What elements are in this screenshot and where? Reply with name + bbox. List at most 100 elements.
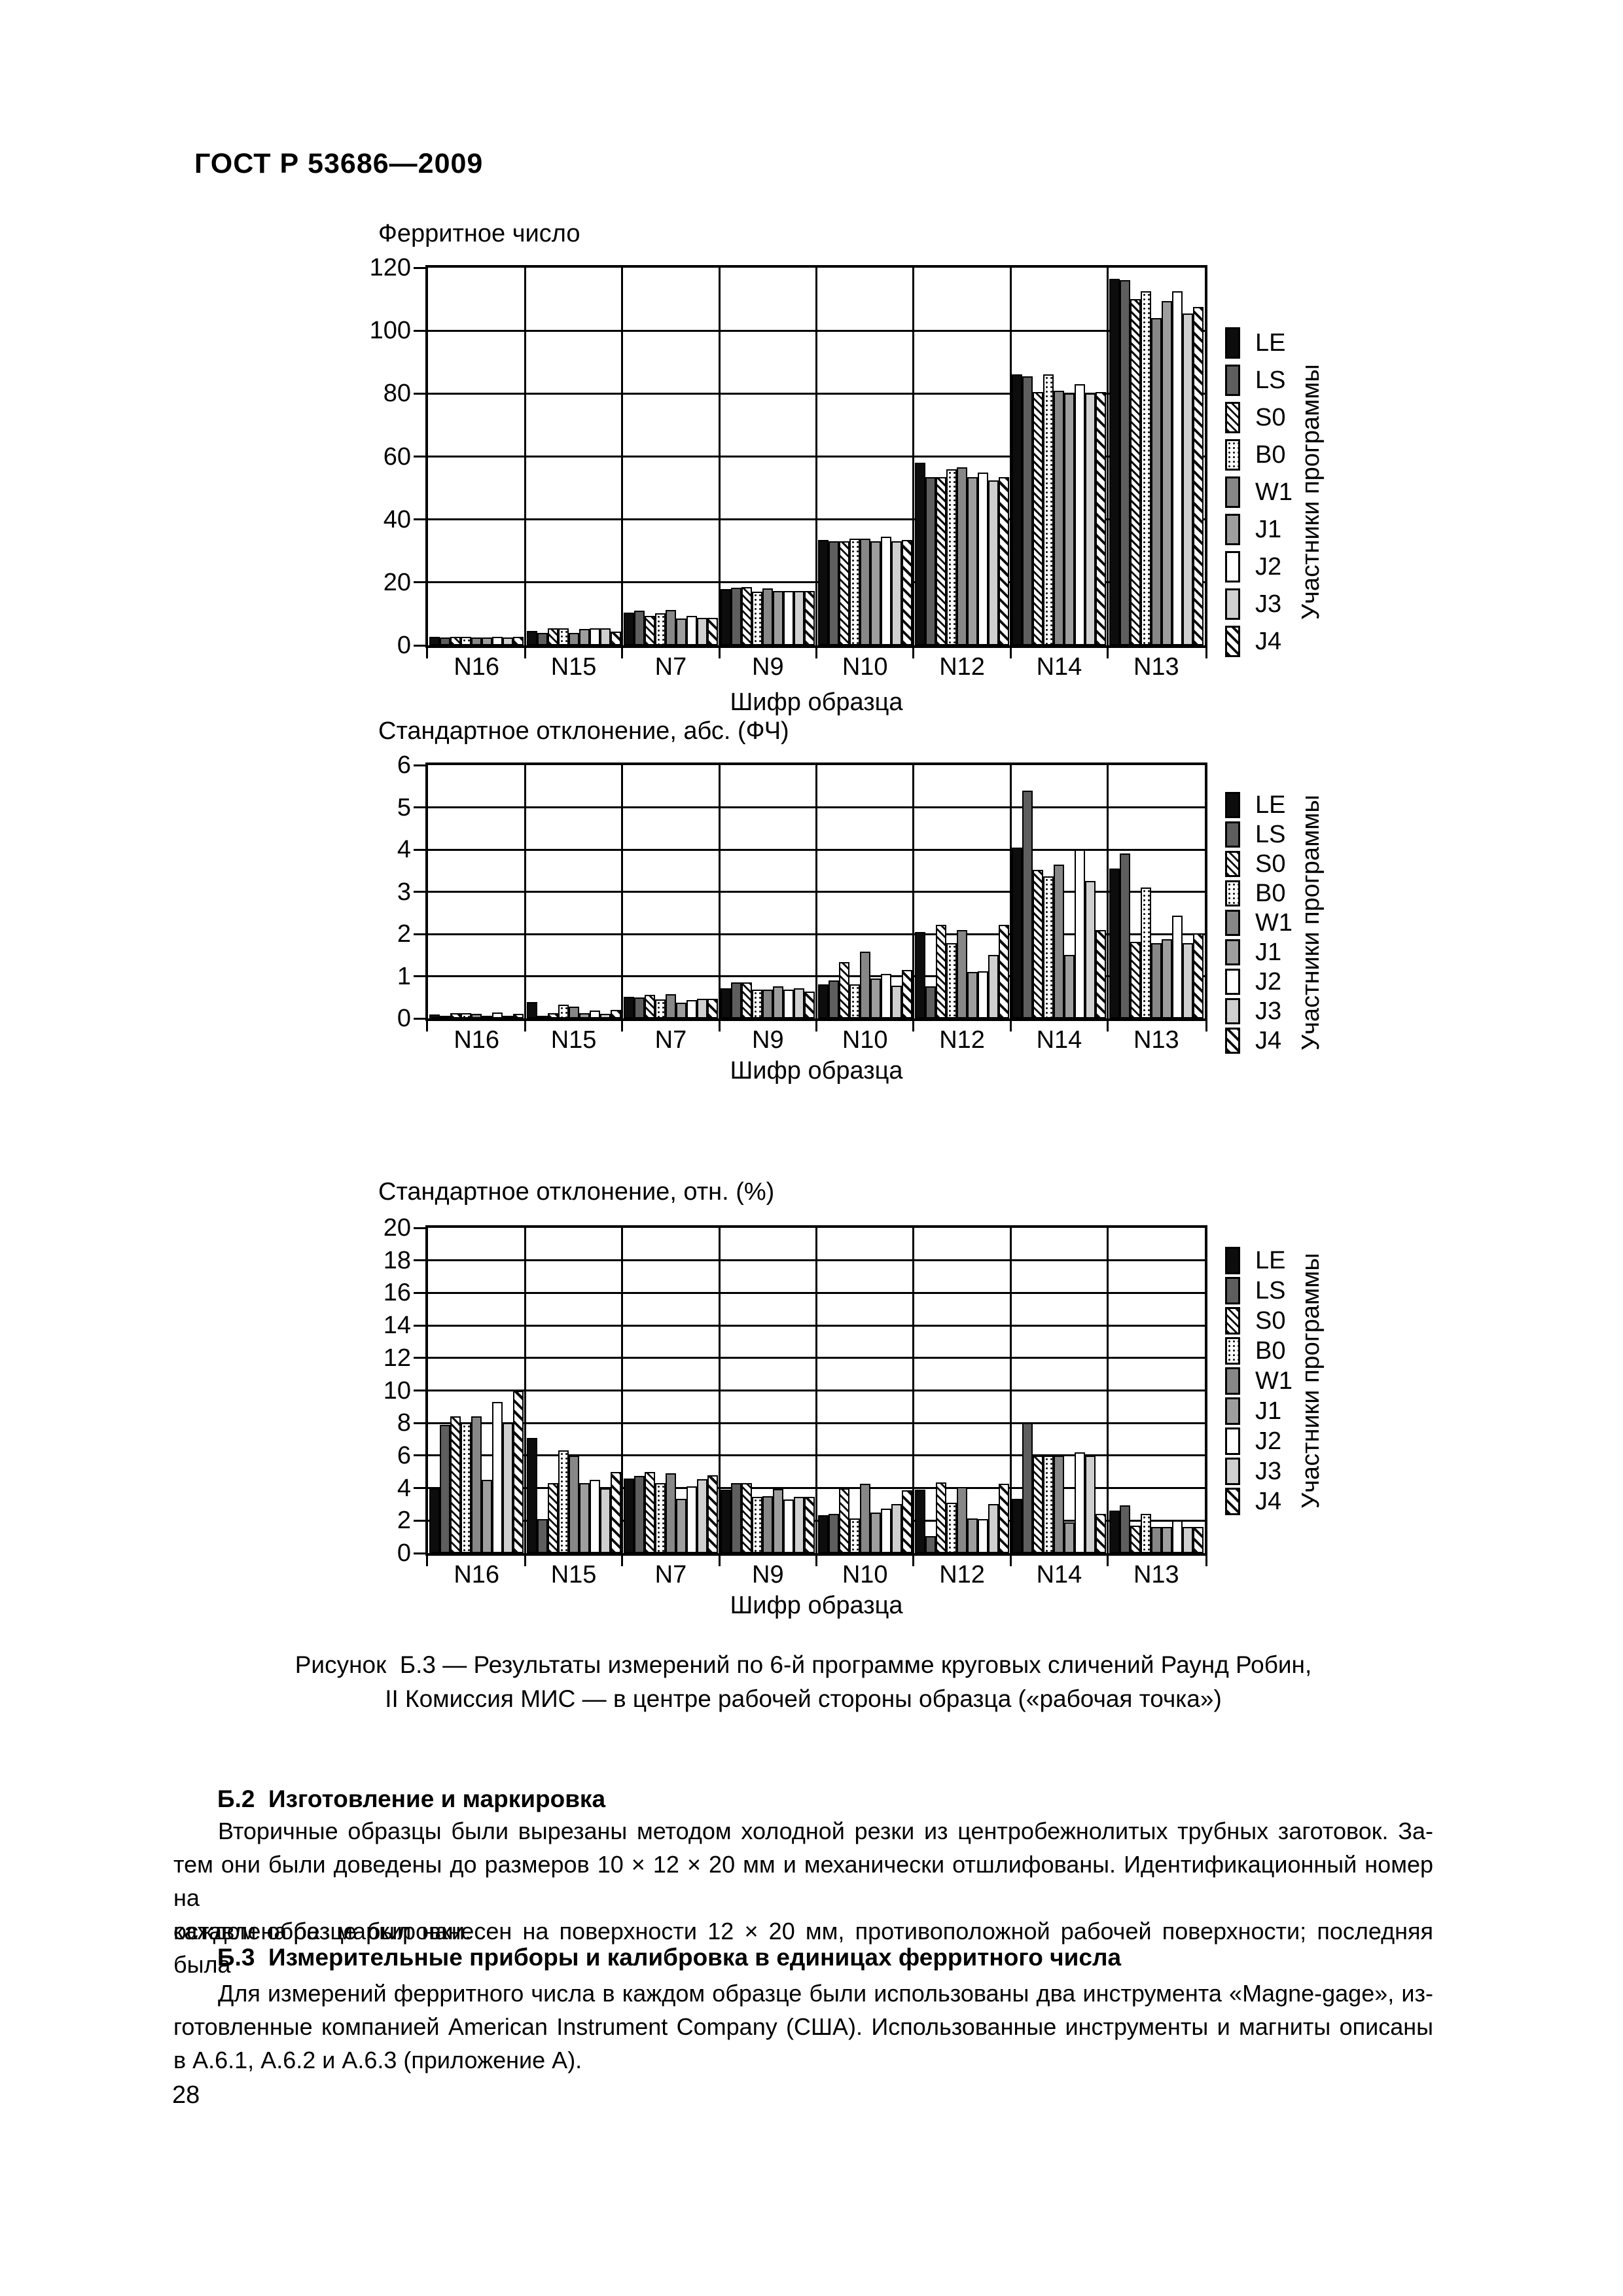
bar-B0-N15 <box>558 1004 569 1018</box>
bar-LE-N14 <box>1012 1498 1023 1553</box>
y-tick-mark <box>414 581 425 584</box>
gridline-y-2 <box>428 1519 1205 1522</box>
bar-J2-N10 <box>880 1508 891 1553</box>
bar-J4-N15 <box>610 1471 621 1553</box>
bar-B0-N13 <box>1140 1514 1151 1553</box>
bar-LE-N7 <box>623 613 634 645</box>
gridline-y-60 <box>428 456 1205 457</box>
legend-swatch-J3 <box>1225 588 1240 620</box>
y-tick-mark <box>414 1357 425 1359</box>
y-tick-mark <box>414 764 425 766</box>
bar-J2-N9 <box>783 591 794 645</box>
bar-J3-N10 <box>891 541 902 645</box>
bar-J1-N10 <box>870 978 881 1018</box>
bar-B0-N7 <box>654 999 666 1018</box>
legend-swatch-J1 <box>1225 514 1240 545</box>
y-tick-label: 20 <box>383 568 411 596</box>
bar-LS-N14 <box>1022 790 1033 1018</box>
bar-B0-N12 <box>946 942 957 1018</box>
category-separator <box>1009 765 1012 1018</box>
bar-J3-N15 <box>599 628 611 645</box>
bar-LE-N15 <box>526 630 537 645</box>
bar-S0-N12 <box>936 476 947 645</box>
x-tick-mark <box>1205 1556 1207 1566</box>
bar-group-N16 <box>428 765 525 1018</box>
section-b3-body-last: в А.6.1, А.6.2 и А.6.3 (приложение А). <box>173 2047 582 2073</box>
y-tick-mark <box>414 1454 425 1457</box>
legend-swatch-LE <box>1225 1247 1240 1274</box>
bar-W1-N13 <box>1150 317 1162 645</box>
bar-S0-N12 <box>936 1482 947 1553</box>
bar-LS-N15 <box>537 1016 548 1018</box>
category-separator <box>815 765 817 1018</box>
bar-W1-N12 <box>957 467 968 645</box>
x-category-label: N10 <box>842 1561 888 1588</box>
y-tick-label: 100 <box>369 317 411 345</box>
chart-title: Ферритное число <box>378 220 580 247</box>
y-tick-label: 6 <box>397 1441 411 1469</box>
bar-J3-N12 <box>988 1504 999 1553</box>
bar-J4-N16 <box>513 1013 524 1018</box>
bar-S0-N9 <box>741 1483 753 1553</box>
bar-J1-N14 <box>1064 1522 1075 1553</box>
legend-swatch-LS <box>1225 365 1240 396</box>
gridline-y-5 <box>428 806 1205 808</box>
bar-J3-N16 <box>503 637 514 645</box>
category-separator <box>621 268 624 645</box>
bar-J2-N13 <box>1171 291 1183 645</box>
bar-J3-N13 <box>1182 1527 1193 1553</box>
x-category-label: N15 <box>550 1026 597 1054</box>
bar-J4-N12 <box>999 924 1010 1018</box>
y-tick-label: 16 <box>383 1279 411 1307</box>
bar-J1-N13 <box>1161 300 1172 645</box>
bar-J1-N16 <box>482 1480 493 1553</box>
bar-J3-N7 <box>696 1479 707 1553</box>
bar-LE-N14 <box>1012 847 1023 1018</box>
legend-label-J1: J1 <box>1255 939 1282 966</box>
legend-swatch-J2 <box>1225 969 1240 995</box>
legend-swatch-LE <box>1225 327 1240 359</box>
bar-B0-N13 <box>1140 291 1151 645</box>
bar-LE-N13 <box>1109 869 1120 1018</box>
bar-J4-N9 <box>804 991 815 1018</box>
gridline-y-14 <box>428 1324 1205 1327</box>
x-tick-mark <box>912 648 915 658</box>
bar-W1-N14 <box>1054 390 1065 645</box>
x-category-label: N16 <box>454 653 500 681</box>
category-separator <box>718 765 721 1018</box>
bar-S0-N10 <box>838 962 849 1018</box>
x-tick-mark <box>524 1556 526 1566</box>
legend-label-J2: J2 <box>1255 968 1282 996</box>
bar-LS-N16 <box>440 1016 451 1018</box>
y-tick-mark <box>414 1017 425 1020</box>
x-axis-label: Шифр образца <box>730 1057 903 1085</box>
bar-S0-N7 <box>644 1471 655 1553</box>
bar-J4-N9 <box>804 1497 815 1553</box>
bar-S0-N14 <box>1033 1455 1044 1553</box>
category-separator <box>1107 765 1109 1018</box>
bar-B0-N14 <box>1043 1455 1054 1553</box>
bar-J3-N10 <box>891 985 902 1018</box>
x-tick-mark <box>621 648 624 658</box>
bar-J4-N16 <box>513 637 524 645</box>
bar-S0-N15 <box>547 1483 558 1553</box>
x-tick-mark <box>621 1556 624 1566</box>
bar-J1-N15 <box>579 1013 590 1018</box>
bar-B0-N13 <box>1140 888 1151 1018</box>
bar-W1-N15 <box>568 632 579 645</box>
bar-J2-N12 <box>978 1518 989 1553</box>
gridline-y-2 <box>428 933 1205 935</box>
legend-label-LS: LS <box>1255 821 1286 848</box>
x-tick-mark <box>1009 648 1012 658</box>
bar-J2-N12 <box>978 971 989 1018</box>
x-tick-mark <box>815 1556 817 1566</box>
bar-B0-N10 <box>849 984 860 1018</box>
bar-LS-N12 <box>925 476 936 645</box>
legend-label-J1: J1 <box>1255 516 1282 543</box>
bar-J1-N15 <box>579 628 590 645</box>
category-separator <box>1107 1228 1109 1553</box>
y-tick-label: 5 <box>397 793 411 821</box>
y-tick-label: 0 <box>397 632 411 659</box>
x-category-label: N9 <box>752 1561 784 1588</box>
bar-B0-N12 <box>946 469 957 645</box>
